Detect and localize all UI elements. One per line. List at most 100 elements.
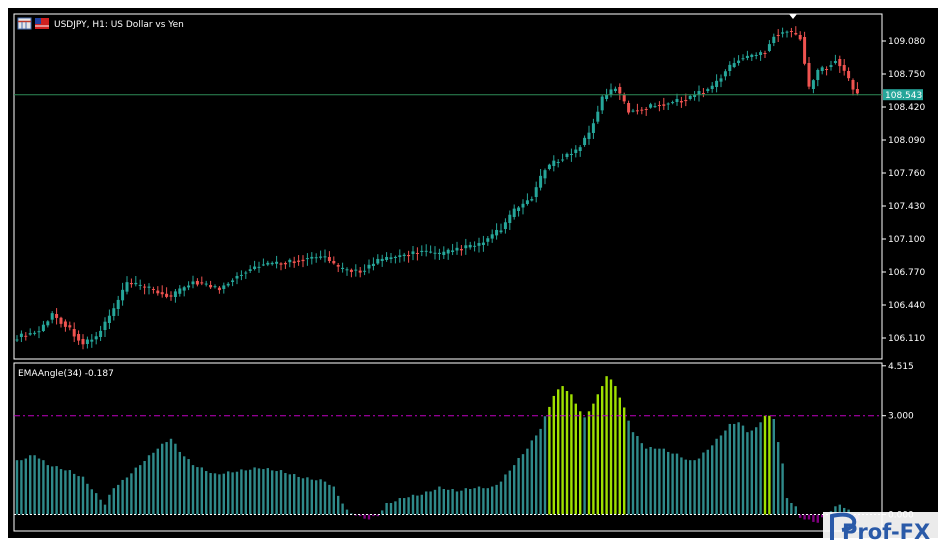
candle-body [125,282,129,292]
histogram-bar [345,509,349,515]
candle-body [354,269,358,271]
chart-shift-marker-icon[interactable] [789,14,797,19]
candle-body [666,103,670,105]
histogram-bar [675,453,679,515]
histogram-bar [543,416,547,515]
candle-body [481,242,485,245]
histogram-bars [15,376,859,523]
histogram-bar [68,470,71,515]
candle-body [200,282,204,284]
candle-body [750,54,754,57]
candle-body [569,153,573,155]
histogram-bar [332,486,335,515]
candle-body [41,324,45,331]
candle-body [46,321,50,326]
price-tick-label: 108.090 [888,136,925,146]
histogram-bar [420,494,423,515]
histogram-bar [288,474,291,515]
histogram-bar [565,391,569,515]
histogram-bar [486,488,489,515]
candle-body [169,295,173,297]
histogram-bar [552,395,555,515]
price-tick-label: 109.080 [888,37,925,47]
candle-body [178,288,182,294]
candle-body [385,256,389,260]
histogram-bar [645,448,648,515]
candle-body [147,286,151,288]
candle-body [547,164,551,169]
candle-body [134,282,138,285]
candle-body [561,159,565,161]
histogram-bar [222,473,225,515]
histogram-bar [103,504,107,515]
histogram-bar [42,460,45,515]
histogram-bar [733,423,736,515]
candle-body [767,44,771,51]
price-tick-label: 106.110 [888,334,925,344]
histogram-bar [728,423,731,515]
candle-body [811,80,815,89]
histogram-bar [187,459,190,515]
histogram-bar [689,460,692,515]
candle-body [697,91,701,95]
histogram-bar [746,432,749,515]
histogram-bar [592,403,595,515]
histogram-bar [323,481,327,515]
histogram-bar [548,406,551,515]
histogram-bar [838,504,841,515]
histogram-bar [561,386,564,515]
histogram-bar [777,442,780,515]
current-price-badge: 108.543 [883,89,923,101]
candle-body [151,289,155,290]
price-tick-label: 106.770 [888,268,925,278]
candle-body [332,261,336,264]
histogram-bar [816,514,819,523]
candle-body [794,33,798,35]
histogram-bar [293,474,296,515]
candle-body [81,339,85,345]
candle-body [503,222,507,229]
histogram-bar [693,460,696,515]
candle-body [719,78,723,82]
candle-body [490,234,494,239]
candle-body [675,98,679,102]
histogram-bar [451,489,454,515]
histogram-bar [605,376,608,515]
histogram-bar [539,428,542,515]
histogram-bar [807,514,811,520]
histogram-bar [614,386,617,515]
candle-body [723,71,727,77]
histogram-bar [763,415,767,515]
histogram-bar [508,470,511,515]
histogram-bar [64,470,67,515]
symbol-title: USDJPY, H1: US Dollar vs Yen [54,20,184,30]
candle-body [270,262,274,265]
histogram-bar [821,514,824,518]
price-tick-label: 108.750 [888,70,925,80]
candle-body [745,55,749,58]
candle-body [59,317,63,324]
histogram-bar [81,476,85,515]
candle-body [266,262,270,265]
candle-body [622,95,626,102]
candle-body [275,261,279,264]
candle-body [244,272,248,274]
candle-body [407,255,411,257]
candle-body [402,254,406,256]
candle-body [737,60,741,63]
price-panel[interactable]: 109.080 108.750 108.420 108.090 107.760 107.4… [13,13,925,360]
histogram-bar [521,454,525,515]
candles [15,26,859,350]
candle-body [442,251,446,255]
histogram-bar [416,495,419,515]
histogram-bar [235,471,239,515]
candle-body [807,63,811,87]
histogram-bar [112,488,115,515]
price-tick-label: 107.760 [888,169,925,179]
candle-body [613,88,617,91]
histogram-bar [499,481,503,515]
histogram-bar [134,467,137,515]
candle-body [239,274,243,276]
